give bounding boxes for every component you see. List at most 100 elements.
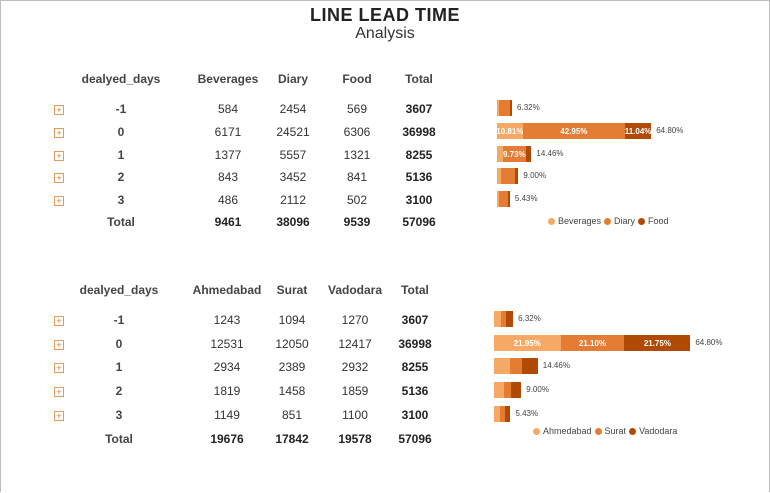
table-cell: 12531	[210, 337, 244, 351]
stacked-bar	[494, 382, 522, 398]
bar-segment	[497, 146, 503, 162]
grand-total-cell: 38096	[276, 215, 310, 229]
legend-dot	[638, 217, 646, 225]
bar-segment	[522, 358, 538, 374]
bar-segment	[499, 100, 510, 116]
bar-percent-label: 9.00%	[523, 171, 547, 180]
bar-segment	[504, 406, 511, 422]
table-cell: 2112	[280, 193, 306, 207]
column-header: Ahmedabad	[192, 283, 262, 297]
bar-segment	[494, 311, 501, 327]
row-total: 36998	[402, 125, 436, 139]
row-label: 2	[117, 170, 125, 184]
table-cell: 1270	[341, 313, 369, 327]
legend-label: Ahmedabad	[543, 426, 592, 436]
bar-segment	[499, 191, 508, 207]
table-cell: 841	[346, 170, 368, 184]
table-cell: 502	[346, 193, 368, 207]
stacked-bar: 10.81% 42.95% 11.04%	[497, 123, 652, 139]
row-label: 3	[117, 193, 125, 207]
expand-row-icon[interactable]: +	[54, 151, 64, 161]
row-total: 3607	[401, 313, 429, 327]
legend-label: Surat	[604, 426, 627, 436]
table-cell: 2389	[278, 360, 306, 374]
bar-segment	[514, 168, 519, 184]
grand-total-cell: 57096	[398, 432, 432, 446]
table-cell: 584	[217, 102, 239, 116]
stacked-bar	[497, 191, 510, 207]
bar-segment: 21.95%	[494, 335, 561, 351]
stacked-bar	[497, 100, 512, 116]
column-header: Food	[342, 72, 372, 86]
grand-total-cell: 19578	[338, 432, 372, 446]
column-header: Beverages	[197, 72, 259, 86]
bar-segment	[525, 146, 532, 162]
row-total: 3100	[405, 193, 433, 207]
legend-dot	[533, 427, 540, 435]
row-label: 1	[115, 360, 123, 374]
bar-percent-label: 6.32%	[517, 103, 540, 112]
bar-segment	[506, 311, 514, 327]
table-cell: 12417	[338, 337, 372, 351]
row-label: 0	[115, 337, 123, 351]
bar-segment	[497, 100, 500, 116]
table-cell: 3452	[279, 170, 307, 184]
legend-label: Beverages	[558, 216, 602, 226]
row-label: 0	[117, 125, 125, 139]
row-label: -1	[113, 313, 125, 327]
bar-segment	[509, 100, 512, 116]
legend-dot	[629, 427, 637, 435]
expand-row-icon[interactable]: +	[54, 173, 64, 183]
bar-segment	[494, 358, 510, 374]
expand-row-icon[interactable]: +	[54, 128, 64, 138]
bar-percent-label: 14.46%	[542, 361, 570, 370]
bar-segment: 11.04%	[624, 123, 652, 139]
grand-total-cell: 57096	[402, 215, 436, 229]
expand-row-icon[interactable]: +	[54, 105, 64, 115]
table-cell: 843	[217, 170, 239, 184]
row-label: -1	[115, 102, 127, 116]
bar-segment: 21.10%	[560, 335, 625, 351]
table-cell: 1243	[213, 313, 241, 327]
report-title: LINE LEAD TIME	[310, 5, 460, 25]
table-cell: 1149	[214, 408, 240, 422]
row-label: 2	[115, 384, 123, 398]
bar-percent-label: 64.80%	[695, 338, 723, 347]
column-header: Vadodara	[327, 283, 383, 297]
legend-dot	[594, 427, 602, 435]
expand-row-icon[interactable]: +	[54, 340, 64, 350]
expand-row-icon[interactable]: +	[54, 363, 64, 373]
table-cell: 1100	[342, 408, 368, 422]
stacked-bar	[494, 311, 514, 327]
bar-percent-label: 5.43%	[515, 409, 539, 418]
legend-label: Vadodara	[639, 426, 678, 436]
chart-legend: Beverages Diary Food	[548, 216, 669, 226]
bar-segment	[503, 382, 512, 398]
table-cell: 5557	[279, 148, 307, 162]
bar-segment	[511, 382, 522, 398]
bar-percent-label: 6.32%	[518, 314, 541, 323]
expand-row-icon[interactable]: +	[54, 316, 64, 326]
table-cell: 1819	[213, 384, 241, 398]
table-cell: 1321	[343, 148, 371, 162]
column-header: Total	[401, 283, 429, 297]
total-row-label: Total	[107, 215, 135, 229]
expand-row-icon[interactable]: +	[54, 411, 64, 421]
stacked-bar	[494, 358, 538, 374]
row-total: 5136	[405, 170, 433, 184]
row-total: 3100	[401, 408, 429, 422]
stacked-bar	[497, 168, 519, 184]
bar-segment: 10.81%	[497, 123, 523, 139]
table-cell: 851	[281, 408, 303, 422]
row-total: 8255	[401, 360, 429, 374]
expand-row-icon[interactable]: +	[54, 196, 64, 206]
bar-segment	[500, 406, 505, 422]
expand-row-icon[interactable]: +	[54, 387, 64, 397]
row-total: 36998	[398, 337, 432, 351]
grand-total-cell: 9539	[343, 215, 371, 229]
bar-segment	[494, 382, 504, 398]
table-cell: 2932	[341, 360, 369, 374]
bar-segment: 21.75%	[624, 335, 691, 351]
grand-total-cell: 17842	[275, 432, 309, 446]
report-subtitle: Analysis	[355, 25, 415, 42]
